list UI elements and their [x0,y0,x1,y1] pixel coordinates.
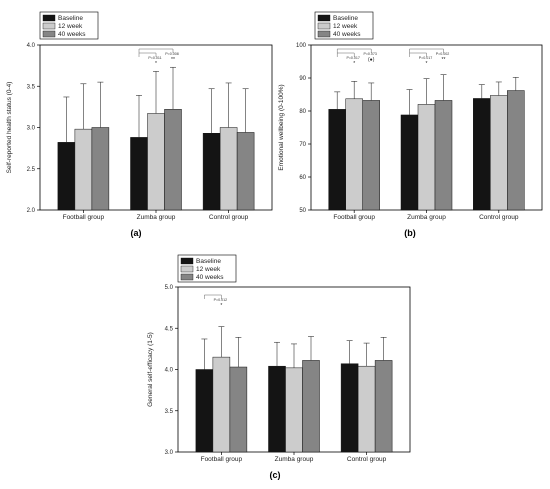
p-value-label: P=0.012 [214,298,228,302]
p-value-label: P=0.017 [419,56,433,60]
y-tick-label: 2.5 [27,167,36,173]
bar [147,113,165,211]
x-tick-label: Zumba group [275,456,314,463]
bar [434,100,453,211]
significance-marker: * [353,61,355,67]
bar [195,369,214,453]
legend-swatch [317,22,331,30]
bar [202,133,221,211]
bar [400,114,419,211]
y-axis-label: Emotional wellbeing (0-100%) [278,84,285,170]
significance-bracket [138,52,157,57]
legend-swatch [42,30,56,38]
bar [285,367,303,453]
x-tick-label: Control group [209,214,249,221]
bar [362,100,380,211]
legend-label: Baseline [333,15,358,22]
significance-bracket [336,48,372,53]
y-tick-label: 100 [296,43,307,49]
legend-swatch [317,14,331,22]
significance-marker: ** [442,57,446,63]
y-tick-label: 3.5 [27,84,36,90]
p-value-label: P=0.011 [148,56,161,60]
significance-bracket [138,48,174,53]
x-tick-label: Zumba group [137,214,176,221]
x-tick-label: Football group [63,214,105,221]
bar [374,360,393,453]
p-value-label: P=0.002 [436,52,450,56]
significance-marker: * [426,61,428,67]
bar [473,98,491,211]
legend-swatch [180,257,194,265]
x-tick-label: Control group [347,456,387,463]
bar [357,365,376,453]
legend-label: 12 week [58,23,83,30]
bar [164,109,182,211]
legend-label: 12 week [196,266,221,273]
p-value-label: P=0.008 [165,52,179,56]
y-axis-label: General self-efficacy (1-5) [147,332,154,407]
legend-label: 40 weeks [333,31,361,38]
y-tick-label: 50 [299,208,306,214]
panel-label: (c) [270,470,281,480]
legend-label: 40 weeks [58,31,86,38]
bar [74,128,93,211]
bar [507,90,525,211]
y-tick-label: 3.0 [27,126,36,132]
y-tick-label: 4.0 [165,368,174,374]
bar [219,127,238,211]
y-tick-label: 60 [299,175,306,181]
x-tick-label: Zumba group [407,214,446,221]
bar [57,142,76,211]
p-value-label: P=0.073 [363,52,377,56]
bar [130,137,148,211]
legend-swatch [42,14,56,22]
y-tick-label: 2.0 [27,208,36,214]
bar [91,127,110,211]
p-value-label: P=0.017 [346,56,360,60]
bar [328,109,346,211]
x-tick-label: Football group [201,456,243,463]
y-tick-label: 4.5 [165,326,174,332]
y-tick-label: 70 [299,142,306,148]
y-tick-label: 3.0 [165,450,174,456]
panel-label: (b) [404,228,416,238]
bar [268,365,286,453]
significance-bracket [409,48,444,53]
significance-bracket [409,52,427,57]
bar [212,356,231,453]
y-tick-label: 3.5 [165,409,174,415]
legend-label: Baseline [58,15,83,22]
x-tick-label: Control group [479,214,519,221]
bar [417,104,436,211]
y-tick-label: 5.0 [165,285,174,291]
y-tick-label: 80 [299,109,306,115]
significance-marker: ** [171,57,175,63]
bar [345,98,363,211]
legend-label: 12 week [333,23,358,30]
bar [340,363,359,453]
significance-bracket [336,52,355,57]
significance-marker: * [220,303,222,309]
y-axis-label: Self-reported health status (0-4) [6,82,13,174]
legend-swatch [317,30,331,38]
significance-marker: (●) [368,57,375,63]
legend-swatch [42,22,56,30]
bar [490,95,508,211]
bar [229,366,248,453]
legend-swatch [180,265,194,273]
panel-label: (a) [131,228,142,238]
significance-marker: * [155,61,157,67]
x-tick-label: Football group [333,214,375,221]
y-tick-label: 4.0 [27,43,36,49]
significance-bracket [204,294,222,299]
bar [302,360,320,453]
legend-swatch [180,273,194,281]
bar [236,132,255,211]
y-tick-label: 90 [299,76,306,82]
legend-label: 40 weeks [196,274,224,281]
legend-label: Baseline [196,258,221,265]
